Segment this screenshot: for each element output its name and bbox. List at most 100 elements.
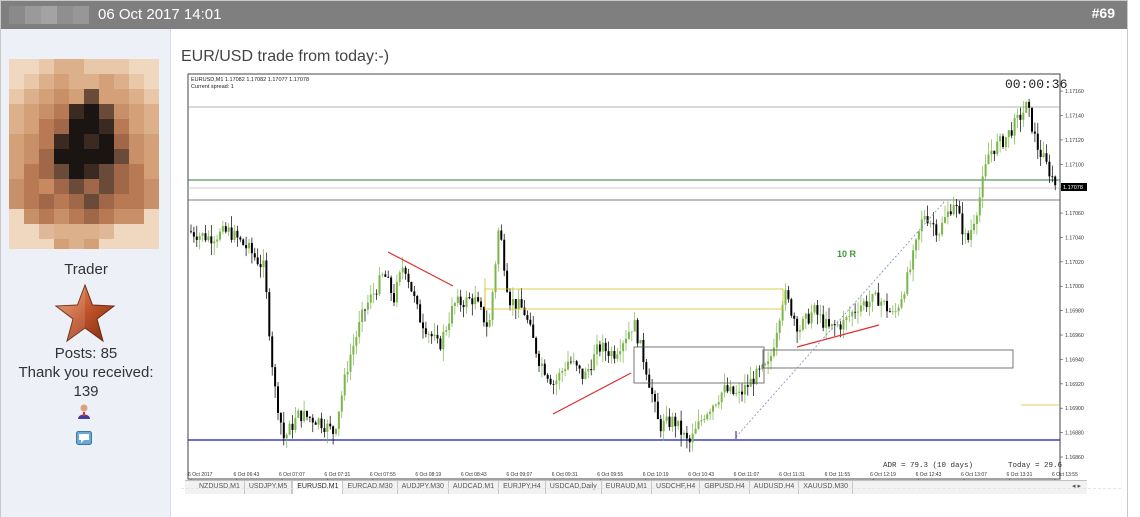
candle-body <box>862 301 865 306</box>
candle-body <box>433 334 436 337</box>
candle-body <box>581 368 584 380</box>
candle-body <box>491 292 494 321</box>
avatar-pixel <box>84 59 99 74</box>
candle-body <box>946 211 949 218</box>
chart-tab[interactable]: NZDUSD,M1 <box>195 481 245 494</box>
y-tick-label: 1.17000 <box>1065 284 1084 290</box>
avatar-pixel <box>9 59 24 74</box>
chart-tab[interactable]: USDJPY,M5 <box>245 481 293 494</box>
candle-body <box>558 372 561 381</box>
candle-body <box>1031 107 1033 132</box>
chart-tab[interactable]: EURAUD,M1 <box>602 481 653 494</box>
avatar-pixel <box>84 119 99 134</box>
candle-body <box>1004 137 1007 147</box>
y-tick-label: 1.16900 <box>1065 406 1084 412</box>
candle-body <box>712 405 714 412</box>
avatar-pixel <box>114 149 129 164</box>
post-number-link[interactable]: #69 <box>1091 5 1115 21</box>
candle-body <box>1054 176 1057 186</box>
post-header: 06 Oct 2017 14:01 #69 <box>1 1 1127 29</box>
candle-body <box>975 215 978 224</box>
candle-body <box>1033 131 1036 134</box>
candle-body <box>436 334 439 339</box>
price-chart: 1.171601.171401.171201.171001.170801.170… <box>185 71 1087 493</box>
candle-body <box>949 211 952 215</box>
candle-body <box>474 297 477 305</box>
candle-body <box>726 385 729 392</box>
breakout-box <box>762 349 1014 369</box>
avatar-pixel <box>84 209 99 224</box>
candle-body <box>297 410 300 418</box>
candle-body <box>941 222 944 235</box>
candle-body <box>265 260 268 293</box>
y-tick-label: 1.16920 <box>1065 382 1084 388</box>
chart-tab[interactable]: AUDCAD,M1 <box>449 481 500 494</box>
chart-tab[interactable]: USDCHF,H4 <box>652 481 701 494</box>
candle-body <box>195 236 198 240</box>
candle-body <box>607 351 610 356</box>
candle-body <box>662 420 665 432</box>
chart-tab[interactable]: USDCAD,Daily <box>546 481 602 494</box>
candle-body <box>973 223 975 231</box>
candle-body <box>743 385 746 395</box>
candle-body <box>242 239 245 246</box>
avatar-pixel <box>54 59 69 74</box>
candle-body <box>970 230 973 240</box>
avatar-pixel <box>24 74 39 89</box>
candle-body <box>500 230 503 240</box>
candle-body <box>888 311 891 313</box>
candle-body <box>714 404 717 406</box>
avatar-pixel <box>39 104 54 119</box>
candle-body <box>674 416 677 427</box>
candle-body <box>1028 101 1031 108</box>
chart-tab[interactable]: GBPUSD,H4 <box>700 481 750 494</box>
chart-tab[interactable]: EURJPY,H4 <box>499 481 546 494</box>
candle-body <box>810 312 813 324</box>
avatar-pixel <box>129 89 144 104</box>
candle-body <box>732 386 735 394</box>
avatar-pixel <box>84 239 99 249</box>
candle-body <box>671 416 674 427</box>
avatar-pixel <box>9 209 24 224</box>
posts-count: Posts: 85 <box>54 345 118 362</box>
chart-tabs-bar: NZDUSD,M1 USDJPY,M5 EURUSD,M1 EURCAD,M30 AUD… <box>185 480 1087 494</box>
x-tick-label: 6 Oct 08:43 <box>461 472 487 478</box>
trading-chart-screenshot: 1.171601.171401.171201.171001.170801.170… <box>185 71 1087 493</box>
candle-body <box>494 264 497 293</box>
candle-body <box>343 374 346 396</box>
avatar-pixel <box>9 74 24 89</box>
candle-body <box>685 432 688 439</box>
chart-tab[interactable]: EURUSD,M1 <box>292 481 344 494</box>
candle-body <box>772 347 775 357</box>
avatar-pixel <box>129 194 144 209</box>
private-message-icon[interactable] <box>76 431 92 445</box>
chart-tab[interactable]: AUDUSD,H4 <box>750 481 800 494</box>
candle-body <box>842 319 845 330</box>
avatar[interactable] <box>9 59 159 249</box>
chart-tab[interactable]: EURCAD,M30 <box>343 481 398 494</box>
candle-body <box>277 386 279 413</box>
candle-body <box>291 423 294 430</box>
candle-body <box>540 363 543 366</box>
candle-body <box>227 227 230 232</box>
avatar-pixel <box>24 209 39 224</box>
chart-tab[interactable]: XAUUSD,M30 <box>799 481 853 494</box>
candle-body <box>848 316 851 318</box>
candle-body <box>190 231 192 233</box>
user-profile-icon[interactable] <box>76 403 92 419</box>
avatar-pixel <box>84 164 99 179</box>
tab-scroll-arrows-icon[interactable]: ◂ ▸ <box>1072 483 1081 490</box>
candle-body <box>390 277 393 293</box>
candle-body <box>630 331 633 333</box>
candle-body <box>404 267 407 274</box>
candle-body <box>569 361 572 363</box>
candle-body <box>535 337 538 354</box>
avatar-pixel <box>54 239 69 249</box>
candle-body <box>880 301 883 306</box>
avatar-pixel <box>9 149 24 164</box>
avatar-pixel <box>39 209 54 224</box>
chart-tab[interactable]: AUDJPY,M30 <box>398 481 449 494</box>
candle-body <box>427 333 430 335</box>
avatar-pixel <box>129 164 144 179</box>
candle-body <box>509 291 511 306</box>
